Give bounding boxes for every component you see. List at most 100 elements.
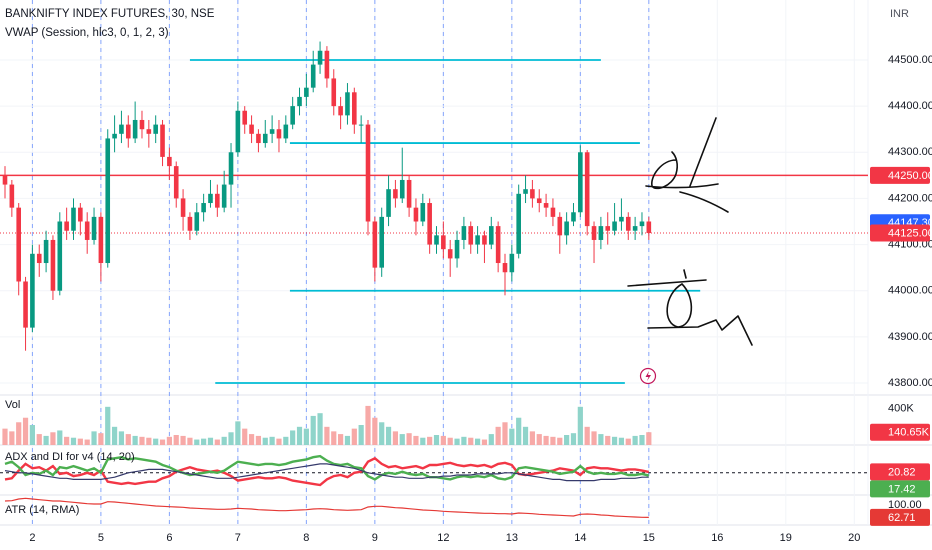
volume-bar bbox=[125, 434, 131, 445]
marks bbox=[0, 41, 868, 518]
volume-bar bbox=[427, 436, 433, 445]
volume-bar bbox=[433, 435, 440, 445]
volume-bar bbox=[255, 435, 262, 445]
value-label: 17.42 bbox=[888, 483, 916, 495]
volume-bar bbox=[139, 436, 145, 445]
price-label: 44250.00 bbox=[888, 170, 932, 182]
candle-body bbox=[9, 184, 15, 208]
candle-body bbox=[564, 221, 569, 236]
candle-body bbox=[235, 110, 241, 153]
indicator-title: VWAP (Session, hlc3, 0, 1, 2, 3) bbox=[5, 27, 169, 39]
candle-body bbox=[242, 110, 248, 125]
candle-body bbox=[36, 253, 42, 264]
volume-bar bbox=[625, 438, 631, 445]
value-label-bg bbox=[870, 463, 930, 481]
volume-bar bbox=[522, 426, 529, 445]
candle-body bbox=[249, 124, 254, 134]
volume-bar bbox=[235, 421, 241, 445]
alert-icon[interactable] bbox=[639, 367, 657, 385]
candle-body bbox=[146, 129, 152, 134]
volume-bar bbox=[228, 432, 234, 445]
candle-body bbox=[495, 226, 501, 264]
candle-body bbox=[475, 235, 480, 245]
volume-bar bbox=[454, 438, 460, 445]
indicator-line bbox=[4, 497, 649, 518]
candle-body bbox=[488, 226, 494, 245]
volume-bar bbox=[29, 425, 35, 445]
volume-bar bbox=[221, 436, 227, 445]
volume-bar bbox=[98, 433, 104, 445]
volume-bar bbox=[331, 431, 337, 445]
candle-body bbox=[420, 203, 426, 222]
candle-body bbox=[262, 133, 268, 144]
volume-bar bbox=[70, 437, 77, 445]
candle-body bbox=[434, 235, 439, 245]
volume-bar bbox=[207, 437, 214, 445]
ink-stroke bbox=[645, 183, 719, 189]
currency: INR bbox=[890, 8, 909, 20]
candle-body bbox=[105, 138, 111, 264]
volume-bar bbox=[413, 435, 419, 445]
candle-body bbox=[173, 166, 179, 199]
candle-body bbox=[16, 207, 21, 282]
volume-bar bbox=[461, 436, 467, 445]
candle-body bbox=[187, 216, 193, 231]
volume-bar bbox=[77, 438, 83, 445]
volume-bar bbox=[639, 435, 645, 445]
volume-bar bbox=[153, 438, 159, 445]
candle-body bbox=[406, 179, 412, 208]
candle-body bbox=[578, 152, 583, 213]
volume-bar bbox=[488, 434, 494, 445]
volume-bar bbox=[290, 430, 296, 445]
volume-bar bbox=[468, 437, 474, 445]
candle-body bbox=[646, 221, 652, 234]
candle-body bbox=[112, 133, 117, 139]
candle-body bbox=[221, 184, 227, 208]
candle-body bbox=[605, 226, 611, 231]
volume-bar bbox=[118, 431, 125, 445]
volume-bar bbox=[392, 431, 399, 445]
x-tick-label: 8 bbox=[303, 532, 309, 544]
volume-bar bbox=[550, 436, 556, 445]
alert-bolt[interactable] bbox=[645, 371, 652, 381]
volume-bar bbox=[399, 434, 405, 445]
volume-bar bbox=[50, 432, 56, 445]
candle-body bbox=[441, 235, 446, 250]
candle-body bbox=[43, 239, 49, 264]
volume-bar bbox=[324, 426, 330, 445]
candle-body bbox=[290, 106, 295, 125]
candle-body bbox=[317, 50, 323, 65]
candle-body bbox=[379, 216, 385, 268]
volume-bar bbox=[605, 435, 611, 445]
volume-bar bbox=[2, 428, 8, 445]
volume-bar bbox=[474, 438, 481, 445]
volume-bar bbox=[310, 415, 316, 445]
candle-body bbox=[598, 226, 604, 240]
candle-body bbox=[393, 189, 398, 199]
y-tick-label: 44000.00 bbox=[888, 285, 932, 297]
value-label: 20.82 bbox=[888, 466, 916, 478]
volume-bar bbox=[9, 431, 15, 445]
volume-bar bbox=[570, 433, 577, 445]
value-label-bg bbox=[870, 423, 930, 441]
y-tick-label: 44200.00 bbox=[888, 192, 932, 204]
candle-body bbox=[57, 221, 63, 291]
indicator-line bbox=[4, 463, 649, 482]
volume-bar bbox=[536, 434, 542, 445]
value-label-bg bbox=[870, 480, 930, 498]
volume-bar bbox=[159, 439, 166, 445]
volume-bar bbox=[584, 426, 590, 445]
volume-bar bbox=[338, 434, 344, 445]
candle-body bbox=[502, 263, 508, 273]
chart-title: BANKNIFTY INDEX FUTURES, 30, NSE bbox=[5, 8, 215, 20]
candle-body bbox=[304, 87, 309, 97]
candle-body bbox=[591, 226, 597, 240]
candle-body bbox=[167, 156, 172, 167]
volume-bar bbox=[372, 417, 378, 445]
volume-bar bbox=[502, 422, 508, 445]
candle-body bbox=[543, 203, 549, 208]
volume-bar bbox=[577, 406, 583, 445]
volume-bar bbox=[618, 437, 625, 445]
volume-bar bbox=[276, 438, 282, 445]
candle-body bbox=[153, 124, 158, 134]
